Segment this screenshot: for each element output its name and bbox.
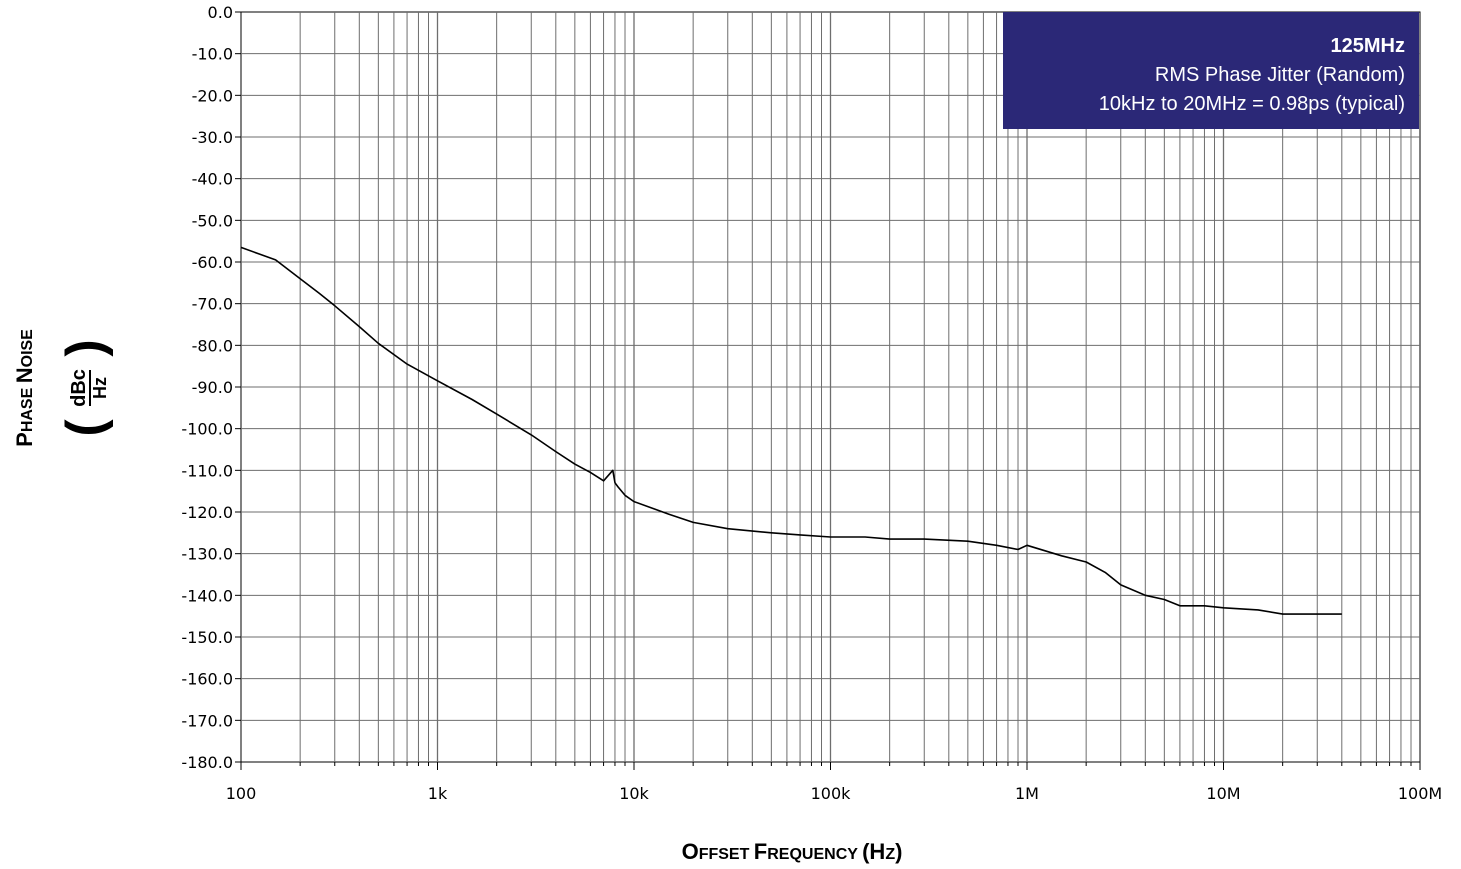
y-tick-label: -20.0 — [192, 86, 233, 105]
y-tick-label: -90.0 — [192, 378, 233, 397]
y-tick-label: -130.0 — [181, 545, 233, 564]
series-layer — [240, 246, 1342, 615]
annotation-line-2: 10kHz to 20MHz = 0.98ps (typical) — [1099, 93, 1405, 115]
y-tick-label: -160.0 — [181, 670, 233, 689]
x-tick-label: 100 — [226, 784, 257, 803]
annotation-box: 125MHz RMS Phase Jitter (Random) 10kHz t… — [1003, 12, 1419, 129]
y-tick-label: -50.0 — [192, 211, 233, 230]
y-tick-label: 0.0 — [208, 3, 233, 22]
y-axis-title: PHASE NOISE — [12, 329, 37, 447]
y-tick-label: -180.0 — [181, 753, 233, 772]
grid — [241, 12, 1420, 762]
annotation-title: 125MHz — [1331, 35, 1405, 57]
y-tick-label: -100.0 — [181, 420, 233, 439]
x-axis-ticks: 100 1k 10k 100k 1M 10M 100M — [226, 762, 1442, 803]
y-axis-unit: ( dBc Hz ) — [56, 339, 114, 436]
annotation-background — [1003, 12, 1419, 129]
annotation-line-1: RMS Phase Jitter (Random) — [1155, 64, 1405, 86]
y-tick-label: -40.0 — [192, 170, 233, 189]
x-tick-label: 100M — [1398, 784, 1442, 803]
y-tick-label: -30.0 — [192, 128, 233, 147]
y-tick-label: -150.0 — [181, 628, 233, 647]
series-line — [240, 246, 1342, 615]
unit-denominator: Hz — [90, 377, 110, 399]
y-tick-label: -60.0 — [192, 253, 233, 272]
y-tick-label: -120.0 — [181, 503, 233, 522]
y-axis-ticks: 0.0 -10.0 -20.0 -30.0 -40.0 -50.0 -60.0 -70.0 -8… — [181, 3, 241, 772]
x-tick-label: 1k — [428, 784, 448, 803]
y-tick-label: -110.0 — [181, 461, 233, 480]
x-axis-title: OFFSET FREQUENCY (HZ) — [682, 839, 903, 864]
y-tick-label: -10.0 — [192, 45, 233, 64]
y-tick-label: -80.0 — [192, 336, 233, 355]
unit-paren-left: ( — [56, 419, 114, 437]
y-tick-label: -70.0 — [192, 295, 233, 314]
unit-paren-right: ) — [56, 339, 114, 356]
unit-numerator: dBc — [68, 369, 90, 407]
x-tick-label: 10k — [619, 784, 649, 803]
y-tick-label: -140.0 — [181, 586, 233, 605]
x-tick-label: 100k — [811, 784, 852, 803]
x-tick-label: 1M — [1015, 784, 1039, 803]
x-tick-label: 10M — [1206, 784, 1240, 803]
y-tick-label: -170.0 — [181, 711, 233, 730]
